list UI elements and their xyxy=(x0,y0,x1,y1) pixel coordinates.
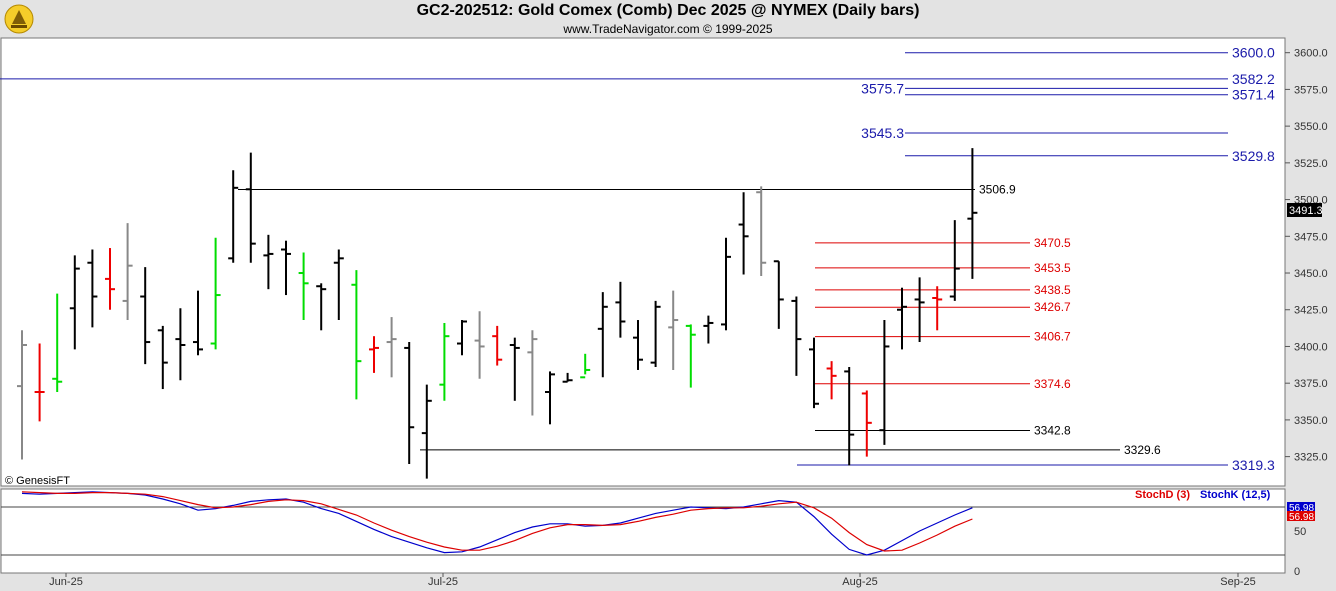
x-tick-label: Aug-25 xyxy=(842,576,877,588)
stoch-lines xyxy=(21,491,973,556)
chart-subtitle: www.TradeNavigator.com © 1999-2025 xyxy=(563,22,773,36)
stoch-y-tick-label: 0 xyxy=(1294,566,1300,578)
level-label: 3575.7 xyxy=(861,80,904,96)
level-label: 3319.3 xyxy=(1232,457,1275,473)
y-tick-label: 3475.0 xyxy=(1294,231,1328,243)
level-label: 3342.8 xyxy=(1034,423,1071,437)
trade-navigator-logo-icon xyxy=(3,3,35,40)
y-tick-label: 3325.0 xyxy=(1294,452,1328,464)
level-label: 3571.4 xyxy=(1232,87,1275,103)
stoch-grid: 0 50 xyxy=(1,506,1306,578)
price-y-axis: 3325.0 3350.0 3375.0 3400.0 3425.0 3450.0 3475… xyxy=(1285,48,1328,464)
stoch-y-tick-label: 50 xyxy=(1294,526,1306,538)
y-tick-label: 3525.0 xyxy=(1294,158,1328,170)
chart-title: GC2-202512: Gold Comex (Comb) Dec 2025 @… xyxy=(416,2,920,19)
y-tick-label: 3550.0 xyxy=(1294,121,1328,133)
level-label: 3374.6 xyxy=(1034,377,1071,391)
x-tick-label: Jun-25 xyxy=(49,576,83,588)
x-tick-label: Sep-25 xyxy=(1220,576,1255,588)
level-label: 3329.6 xyxy=(1124,443,1161,457)
level-label: 3438.5 xyxy=(1034,283,1071,297)
stoch-k-legend: StochK (12,5) xyxy=(1200,489,1271,501)
stoch-d-value: 56.98 xyxy=(1289,512,1314,523)
level-label: 3406.7 xyxy=(1034,330,1071,344)
stoch-d-value-bg xyxy=(1287,511,1315,521)
level-label: 3453.5 xyxy=(1034,261,1071,275)
x-tick-label: Jul-25 xyxy=(428,576,458,588)
y-tick-label: 3600.0 xyxy=(1294,48,1328,60)
y-tick-label: 3400.0 xyxy=(1294,341,1328,353)
level-label: 3470.5 xyxy=(1034,236,1071,250)
price-bars xyxy=(17,148,978,479)
level-label: 3426.7 xyxy=(1034,300,1071,314)
level-lines: 3600.0 3582.2 3575.7 3571.4 3545.3 3529.8 3506… xyxy=(0,45,1275,473)
stoch-k-value: 56.98 xyxy=(1289,503,1314,514)
stoch-d-legend: StochD (3) xyxy=(1135,489,1190,501)
stoch-d-line xyxy=(21,491,973,552)
y-tick-label: 3375.0 xyxy=(1294,378,1328,390)
last-price-tag-bg xyxy=(1287,203,1322,217)
level-label: 3506.9 xyxy=(979,182,1016,196)
y-tick-label: 3575.0 xyxy=(1294,84,1328,96)
level-label: 3582.2 xyxy=(1232,71,1275,87)
level-label: 3600.0 xyxy=(1232,45,1275,61)
stoch-panel xyxy=(0,488,1286,574)
watermark: © GenesisFT xyxy=(5,475,70,487)
y-tick-label: 3450.0 xyxy=(1294,268,1328,280)
y-tick-label: 3425.0 xyxy=(1294,305,1328,317)
last-price-tag: 3491.3 xyxy=(1289,205,1323,217)
stoch-k-line xyxy=(21,491,973,556)
y-tick-label: 3350.0 xyxy=(1294,415,1328,427)
stoch-k-value-bg xyxy=(1287,502,1315,512)
level-label: 3545.3 xyxy=(861,125,904,141)
x-axis: Jun-25 Jul-25 Aug-25 Sep-25 xyxy=(49,573,1256,588)
level-label: 3529.8 xyxy=(1232,148,1275,164)
price-panel xyxy=(0,37,1286,487)
